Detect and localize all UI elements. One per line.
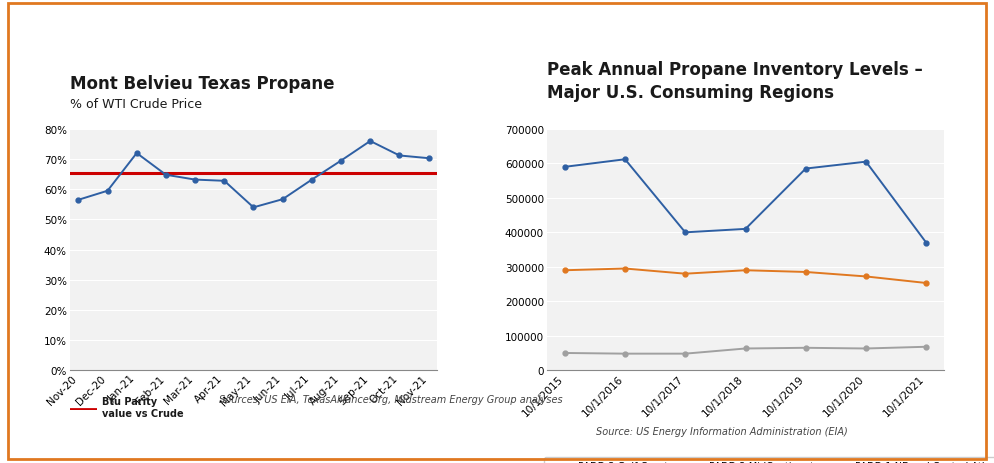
Text: Peak Annual Propane Inventory Levels –: Peak Annual Propane Inventory Levels –	[547, 61, 922, 79]
Text: Btu Parity
value vs Crude: Btu Parity value vs Crude	[102, 396, 184, 418]
Legend: PADD 3 Gulf Coast, PADD 2 MidContinent, PADD 1 NE and Central Atlantic: PADD 3 Gulf Coast, PADD 2 MidContinent, …	[544, 457, 994, 463]
Text: % of WTI Crude Price: % of WTI Crude Price	[70, 98, 202, 111]
Text: Source: US Energy Information Administration (EIA): Source: US Energy Information Administra…	[596, 426, 848, 436]
Text: Mont Belvieu Texas Propane: Mont Belvieu Texas Propane	[70, 75, 334, 93]
Text: Sources: US EIA, TexasAlliance.org, Midstream Energy Group analyses: Sources: US EIA, TexasAlliance.org, Mids…	[219, 394, 563, 405]
Text: Major U.S. Consuming Regions: Major U.S. Consuming Regions	[547, 84, 834, 102]
